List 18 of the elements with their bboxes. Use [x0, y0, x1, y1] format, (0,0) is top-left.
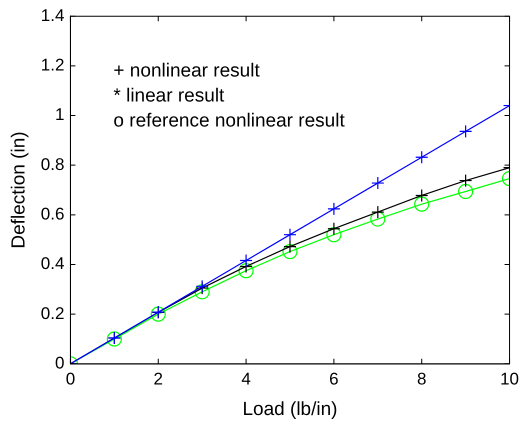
x-tick-label: 6 [329, 370, 339, 389]
annotation: o reference nonlinear result [113, 110, 346, 132]
y-tick-label: 0.2 [40, 304, 64, 323]
y-axis-title: Deflection (in) [8, 131, 30, 249]
x-tick-label: 2 [154, 370, 163, 389]
x-tick-label: 4 [241, 370, 251, 389]
annotation: * linear result [113, 85, 226, 106]
annotation: + nonlinear result [113, 60, 260, 82]
y-tick-label: 1 [54, 105, 64, 124]
x-axis-title: Load (lb/in) [242, 398, 338, 420]
y-tick-label: 1.4 [40, 6, 64, 25]
y-tick-label: 0 [54, 353, 64, 372]
x-tick-label: 8 [416, 370, 426, 389]
y-tick-label: 0.4 [40, 254, 64, 274]
y-tick-label: 1.2 [40, 56, 64, 75]
y-tick-label: 0.8 [40, 154, 64, 174]
x-tick-label: 10 [500, 370, 520, 389]
y-tick-label: 0.6 [40, 204, 64, 224]
